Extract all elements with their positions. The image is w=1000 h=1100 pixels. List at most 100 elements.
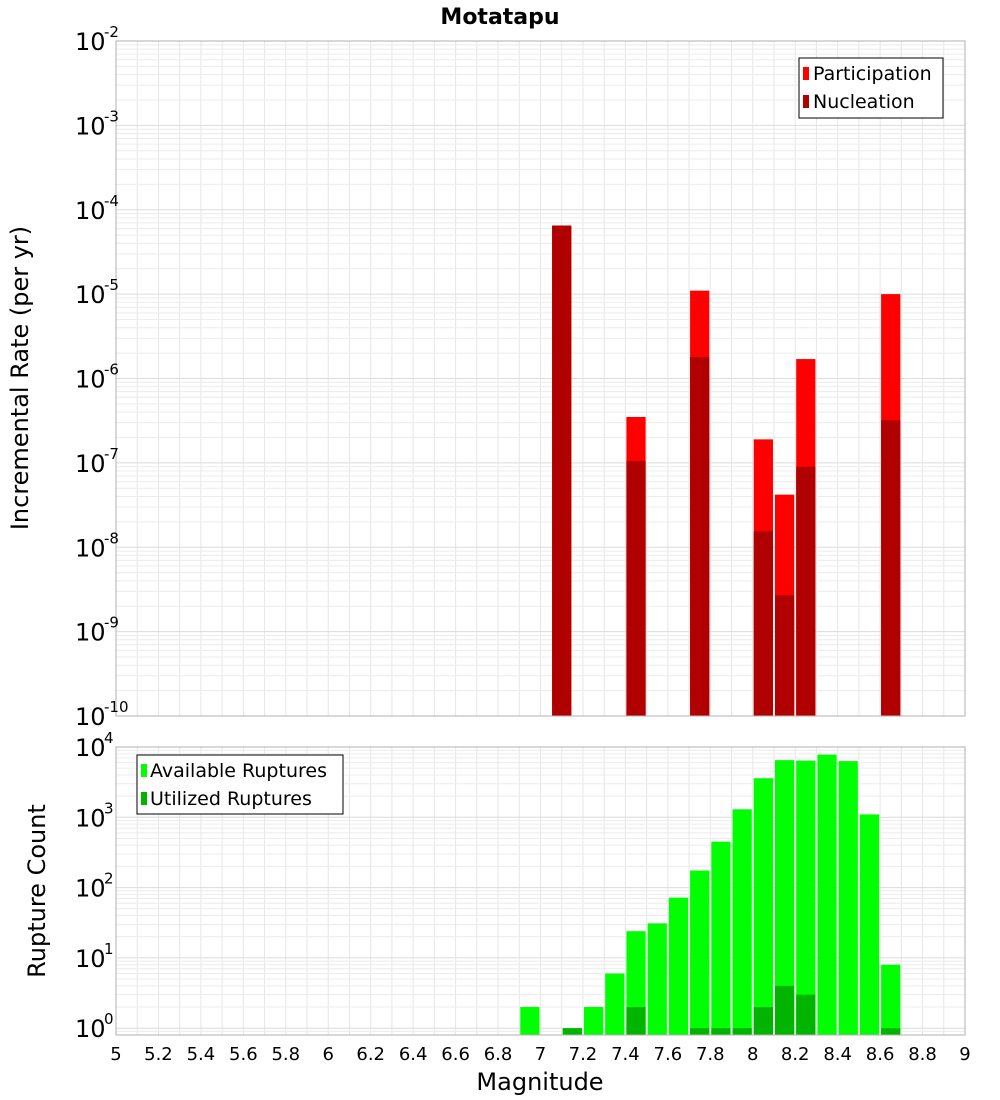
top-y-tick-exponent: -8 [104,529,119,547]
bar-available-ruptures [881,964,901,1035]
bottom-y-tick-label: 10 [75,804,106,832]
x-tick-label: 8.4 [823,1044,852,1065]
bar-available-ruptures [859,814,880,1035]
x-tick-label: 5.6 [229,1044,258,1065]
top-bars [552,225,901,717]
top-y-tick-exponent: -9 [104,614,119,632]
top-y-tick-exponent: -3 [104,107,119,125]
top-legend: Participation Nucleation [798,57,944,119]
legend-participation-swatch [803,67,809,80]
top-y-tick-label: 10 [75,619,106,647]
bar-nucleation [796,466,816,716]
legend-participation-label: Participation [813,63,932,85]
bar-available-ruptures [817,754,837,1035]
legend-utilized-label: Utilized Ruptures [150,788,312,810]
x-tick-label: 6 [323,1044,334,1065]
bottom-legend-box [136,754,344,815]
top-y-tick-exponent: -7 [104,445,119,463]
bar-utilized-ruptures [711,1028,731,1035]
bar-available-ruptures [711,841,731,1035]
x-tick-label: 8.8 [908,1044,937,1065]
bottom-y-tick-label: 10 [75,945,106,973]
top-y-tick-label: 10 [75,112,106,140]
legend-available-label: Available Ruptures [150,760,327,782]
x-tick-label: 5.8 [271,1044,300,1065]
top-y-tick-label: 10 [75,197,106,225]
bar-nucleation [774,595,795,716]
bar-available-ruptures [838,761,858,1035]
top-y-tick-exponent: -2 [104,23,119,41]
bottom-y-tick-label: 10 [75,734,106,762]
legend-available-swatch [141,764,147,777]
top-y-axis-label: Incremental Rate (per yr) [6,226,34,530]
bar-utilized-ruptures [774,985,795,1035]
top-legend-box [798,57,944,119]
top-y-tick-label: 10 [75,534,106,562]
top-y-tick-label: 10 [75,450,106,478]
bar-nucleation [881,420,901,716]
bar-available-ruptures [753,778,773,1035]
x-tick-label: 5.2 [144,1044,173,1065]
x-tick-label: 8 [747,1044,758,1065]
x-tick-label: 6.4 [399,1044,428,1065]
x-tick-label: 5 [110,1044,121,1065]
x-tick-label: 6.6 [441,1044,470,1065]
legend-utilized-swatch [141,792,147,805]
bottom-y-tick-exponent: 4 [104,729,114,747]
top-y-tick-exponent: -10 [104,698,129,716]
x-tick-label: 7.6 [654,1044,683,1065]
chart-title: Motatapu [440,5,559,30]
x-tick-label: 6.8 [484,1044,513,1065]
bar-available-ruptures [690,870,710,1035]
bar-available-ruptures [520,1007,540,1035]
x-tick-label: 8.2 [781,1044,810,1065]
x-tick-label: 7.2 [569,1044,598,1065]
bar-utilized-ruptures [881,1028,901,1035]
bar-available-ruptures [583,1007,604,1035]
x-tick-label: 5.4 [187,1044,216,1065]
top-y-tick-exponent: -4 [104,192,119,210]
bar-utilized-ruptures [732,1028,752,1035]
bar-utilized-ruptures [626,1007,646,1035]
top-y-tick-exponent: -6 [104,361,119,379]
bar-utilized-ruptures [562,1028,582,1035]
bottom-plot-border [115,746,966,1036]
bar-nucleation [552,225,572,717]
bar-nucleation [626,461,646,716]
bar-utilized-ruptures [796,994,816,1035]
top-grid [115,40,966,717]
bar-available-ruptures [732,809,752,1035]
top-y-tick-label: 10 [75,703,106,731]
top-y-tick-exponent: -5 [104,276,119,294]
bar-utilized-ruptures [690,1028,710,1035]
x-ticks: 5 5.2 5.4 5.6 5.8 6 6.2 6.4 6.6 6.8 7 7.2 7.4 7.6 7.8 8… [110,1044,970,1065]
bar-available-ruptures [668,897,689,1035]
x-tick-label: 7.8 [696,1044,725,1065]
x-tick-label: 7.4 [611,1044,640,1065]
x-axis-label: Magnitude [476,1068,603,1096]
bottom-y-tick-exponent: 2 [104,870,114,888]
bar-nucleation [753,531,773,716]
legend-nucleation-swatch [803,95,809,108]
legend-nucleation-label: Nucleation [813,91,915,113]
top-y-tick-label: 10 [75,28,106,56]
bar-available-ruptures [796,760,816,1035]
top-y-tick-label: 10 [75,366,106,394]
bottom-legend: Available Ruptures Utilized Ruptures [136,754,344,815]
bar-nucleation [690,356,710,716]
bottom-bars [520,754,901,1035]
bar-utilized-ruptures [753,1007,773,1035]
bottom-y-tick-label: 10 [75,875,106,903]
bottom-y-tick-exponent: 0 [104,1010,114,1028]
bar-available-ruptures [774,760,795,1035]
bottom-y-tick-exponent: 1 [104,940,114,958]
bar-available-ruptures [605,973,625,1035]
bottom-y-axis-label: Rupture Count [23,804,51,978]
bottom-y-tick-exponent: 3 [104,799,114,817]
bar-available-ruptures [647,923,667,1035]
top-plot-border [115,40,966,717]
